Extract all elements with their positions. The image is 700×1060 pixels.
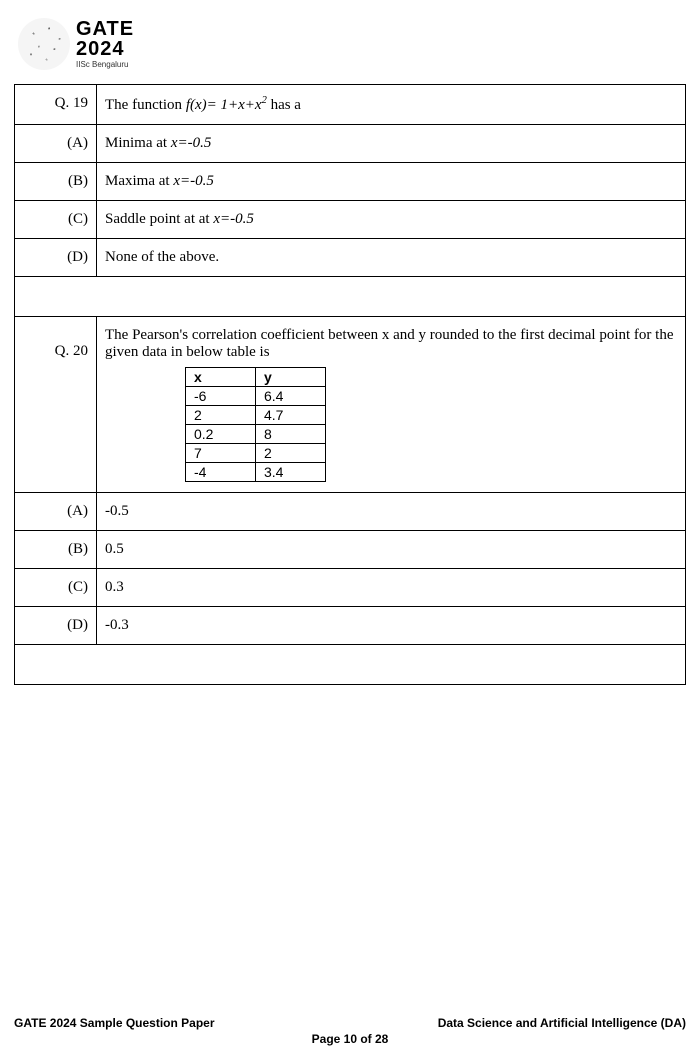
q20-opt-a-label: (A): [15, 493, 97, 531]
table-cell: 2: [186, 406, 256, 425]
q19-opt-a-text: Minima at x=-0.5: [97, 125, 686, 163]
q19-c-var: x=-0.5: [213, 211, 254, 227]
doc-header: GATE 2024 IISc Bengaluru: [18, 18, 686, 70]
page-footer: GATE 2024 Sample Question Paper Data Sci…: [14, 1016, 686, 1046]
q19-b-pre: Maxima at: [105, 173, 173, 189]
q20-opt-c-text: 0.3: [97, 569, 686, 607]
q19-opt-d-label: (D): [15, 239, 97, 277]
footer-left: GATE 2024 Sample Question Paper: [14, 1016, 215, 1030]
footer-right: Data Science and Artificial Intelligence…: [438, 1016, 686, 1030]
q20-opt-d-text: -0.3: [97, 607, 686, 645]
q20-content: The Pearson's correlation coefficient be…: [97, 317, 686, 493]
q19-opt-c-text: Saddle point at at x=-0.5: [97, 201, 686, 239]
table-cell: -6: [186, 387, 256, 406]
table-cell: 4.7: [256, 406, 326, 425]
q20-text: The Pearson's correlation coefficient be…: [105, 327, 677, 361]
q20-opt-b-label: (B): [15, 531, 97, 569]
q19-c-pre: Saddle point at at: [105, 211, 213, 227]
q20-opt-d-label: (D): [15, 607, 97, 645]
q20-opt-b-text: 0.5: [97, 531, 686, 569]
q19-opt-c-label: (C): [15, 201, 97, 239]
table-cell: -4: [186, 463, 256, 482]
q19-opt-b-label: (B): [15, 163, 97, 201]
q20-number: Q. 20: [15, 317, 97, 493]
q19-b-var: x=-0.5: [173, 173, 214, 189]
table-cell: 0.2: [186, 425, 256, 444]
logo-icon: [18, 18, 70, 70]
table-cell: 8: [256, 425, 326, 444]
q20-opt-a-text: -0.5: [97, 493, 686, 531]
logo-title-1: GATE: [76, 19, 134, 39]
table-cell: 7: [186, 444, 256, 463]
q20-th-x: x: [186, 368, 256, 387]
q19-pre: The function: [105, 97, 186, 113]
q19-number: Q. 19: [15, 85, 97, 125]
q19-a-pre: Minima at: [105, 135, 171, 151]
footer-page-number: Page 10 of 28: [14, 1032, 686, 1046]
q19-post: has a: [267, 97, 301, 113]
spacer-row-1: [15, 277, 686, 317]
logo-title-2: 2024: [76, 39, 134, 59]
q19-fn: f(x)= 1+x+x: [186, 97, 262, 113]
table-cell: 2: [256, 444, 326, 463]
question-table: Q. 19 The function f(x)= 1+x+x2 has a (A…: [14, 84, 686, 685]
q19-a-var: x=-0.5: [171, 135, 212, 151]
q19-opt-a-label: (A): [15, 125, 97, 163]
q20-data-table: x y -66.4 24.7 0.28 72 -43.4: [185, 367, 326, 482]
q19-text: The function f(x)= 1+x+x2 has a: [97, 85, 686, 125]
table-cell: 3.4: [256, 463, 326, 482]
q19-opt-b-text: Maxima at x=-0.5: [97, 163, 686, 201]
q19-opt-d-text: None of the above.: [97, 239, 686, 277]
table-cell: 6.4: [256, 387, 326, 406]
logo-subtitle: IISc Bengaluru: [76, 61, 134, 69]
spacer-row-2: [15, 645, 686, 685]
q20-th-y: y: [256, 368, 326, 387]
q20-opt-c-label: (C): [15, 569, 97, 607]
